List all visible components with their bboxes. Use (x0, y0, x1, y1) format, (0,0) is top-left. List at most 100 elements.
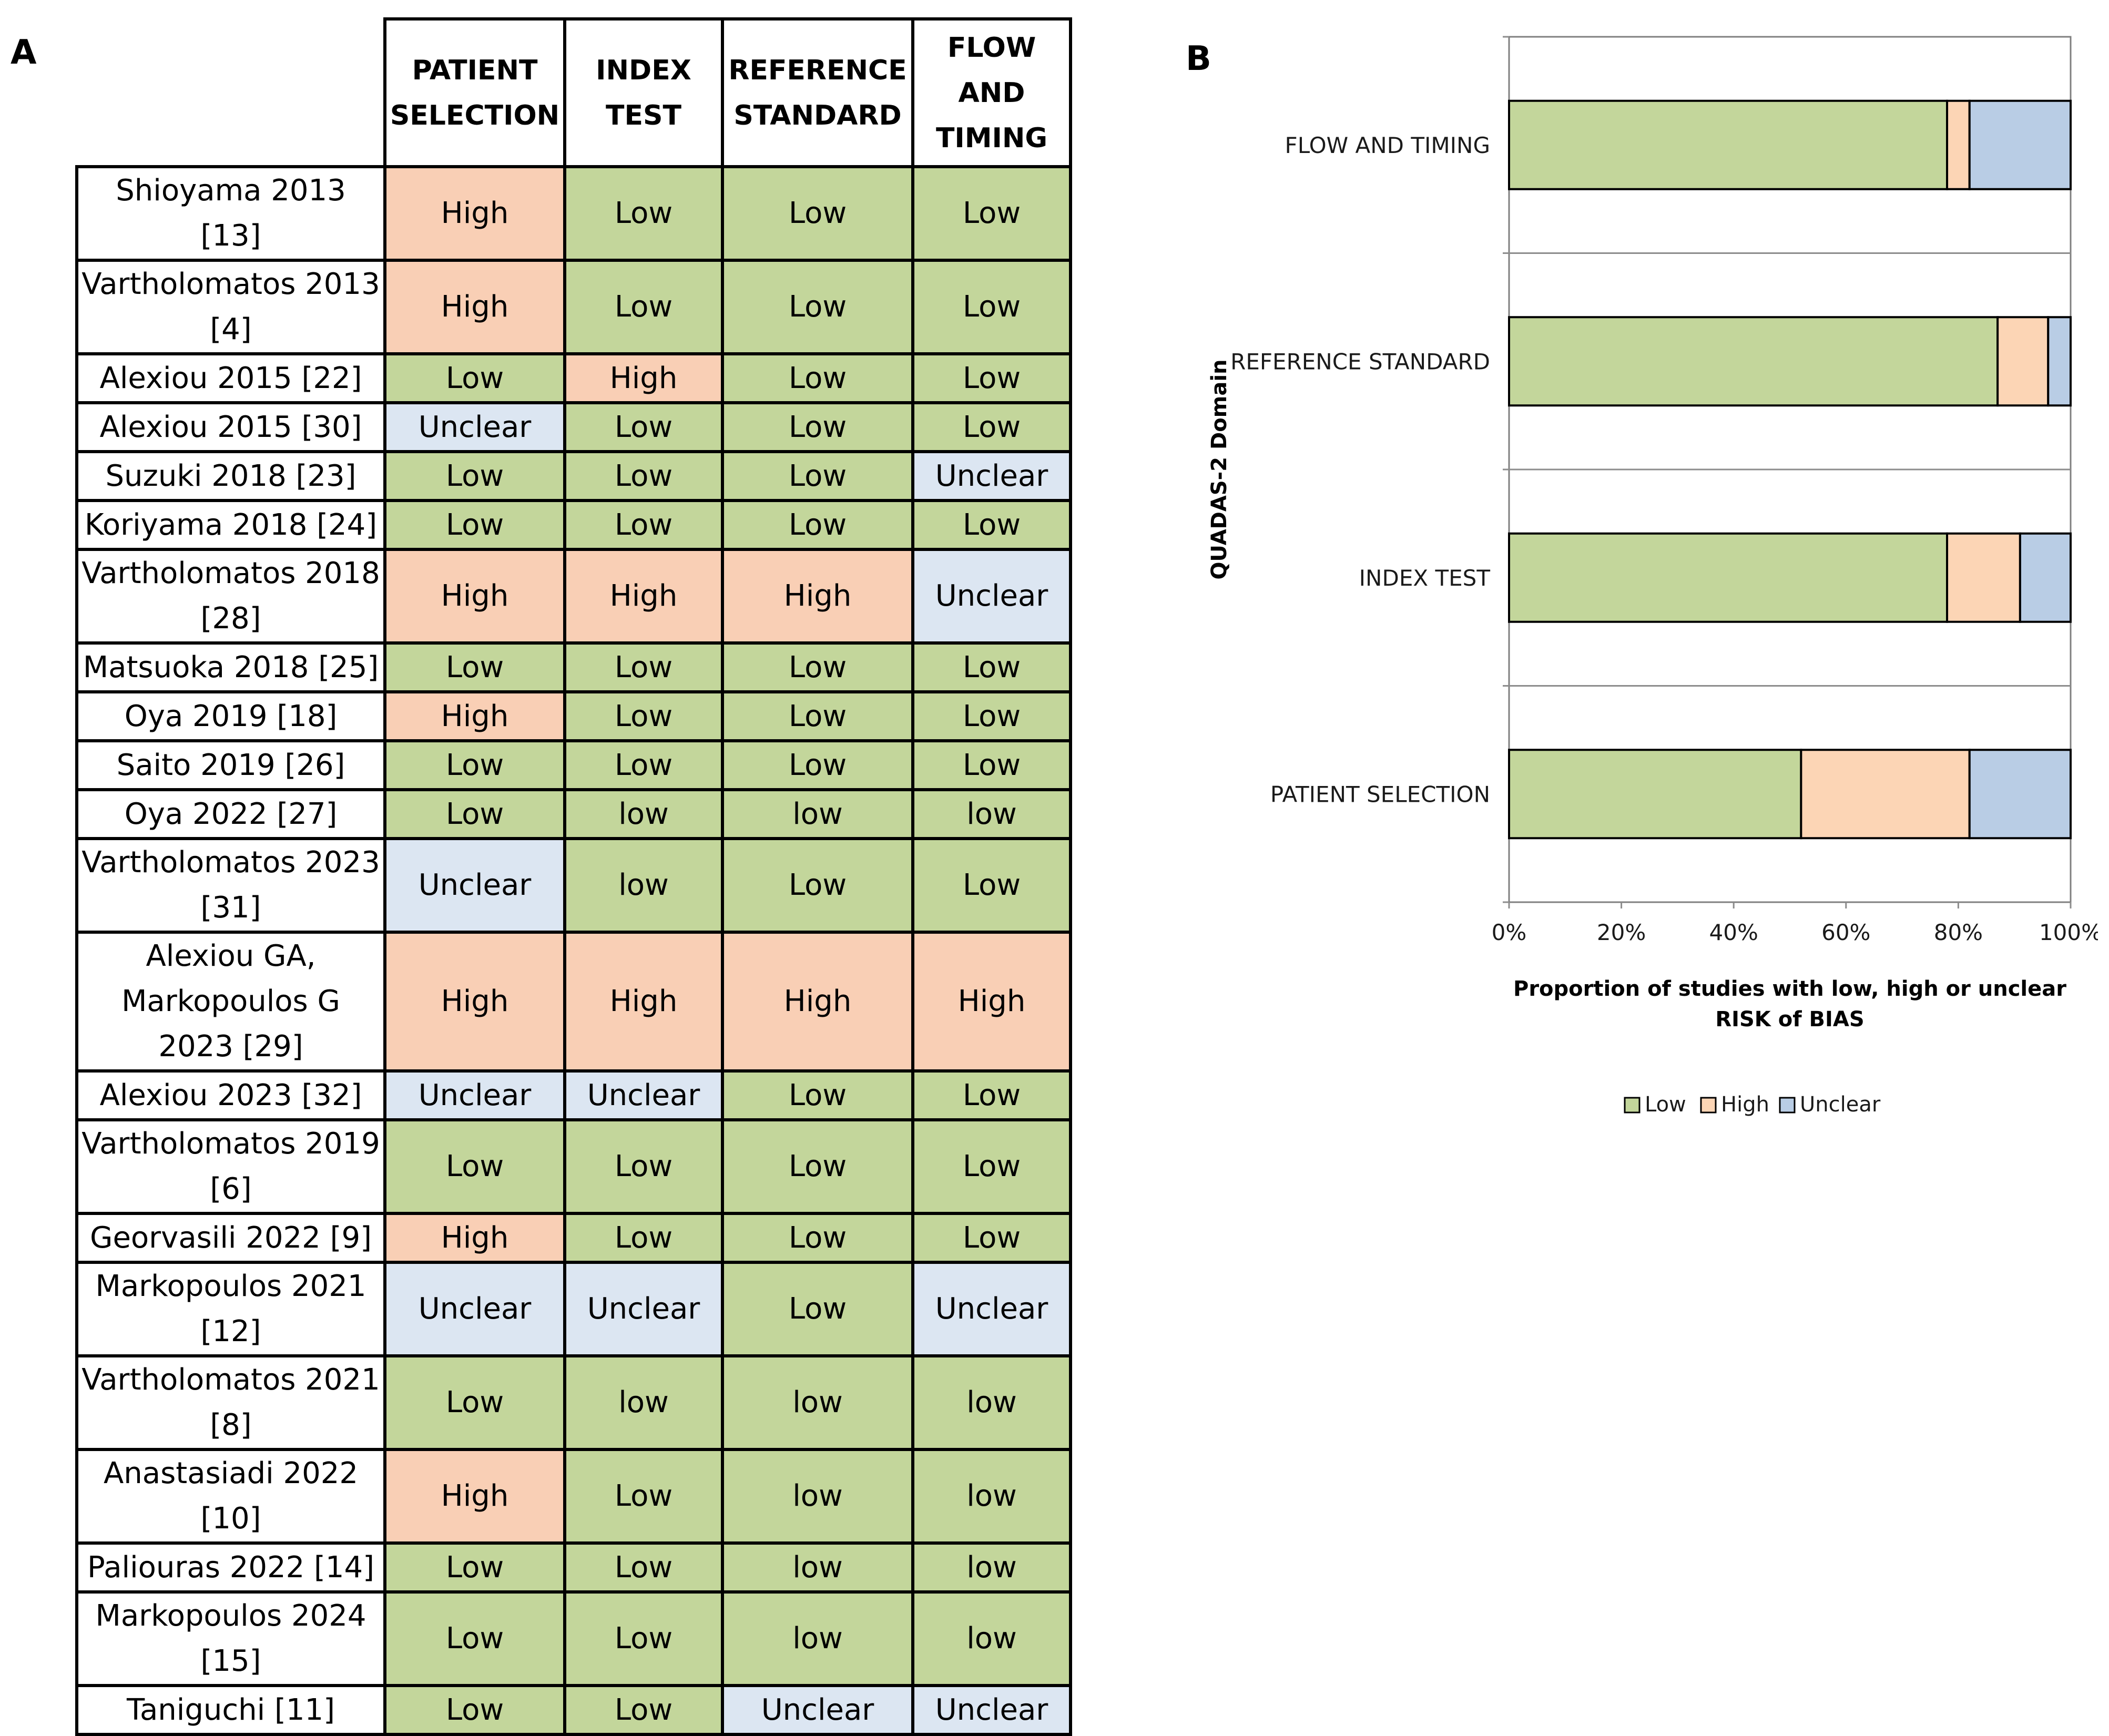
risk-cell-reference-standard: Low (721, 739, 914, 791)
study-name-text: Suzuki 2018 [23] (105, 458, 356, 493)
risk-cell-flow-and-timing: Low (911, 352, 1072, 404)
legend-label-unclear: Unclear (1800, 1092, 1881, 1117)
y-axis-title: QUADAS-2 Domain (1207, 359, 1231, 579)
risk-cell-index-test: High (563, 931, 724, 1073)
column-header-text: INDEX (596, 54, 691, 86)
legend-swatch-unclear (1779, 1097, 1796, 1114)
column-header-patient-selection: PATIENT SELECTION (383, 17, 566, 168)
risk-cell-reference-standard: Low (721, 690, 914, 742)
table-row: Paliouras 2022 [14] Low Low low low (75, 1541, 1072, 1594)
study-name-cell: Alexiou 2015 [30] (75, 401, 386, 453)
category-label: REFERENCE STANDARD (1230, 349, 1490, 374)
risk-cell-flow-and-timing: Low (911, 259, 1072, 355)
risk-cell-reference-standard: Low (721, 401, 914, 453)
study-name-cell: Vartholomatos 2013 [4] (75, 259, 386, 355)
risk-cell-reference-standard: low (721, 788, 914, 840)
column-header-reference-standard: REFERENCE STANDARD (721, 17, 914, 168)
risk-cell-reference-standard: Low (721, 499, 914, 551)
risk-cell-flow-and-timing: Low (911, 1118, 1072, 1215)
risk-cell-flow-and-timing: low (911, 1590, 1072, 1687)
risk-cell-flow-and-timing: low (911, 1541, 1072, 1594)
study-name-text: Vartholomatos 2018 (81, 556, 380, 590)
study-name-text: Vartholomatos 2021 (81, 1363, 380, 1397)
study-name-text: Shioyama 2013 [13] (116, 173, 346, 253)
column-header-text: REFERENCE (728, 54, 907, 86)
study-name-cell: Oya 2019 [18] (75, 690, 386, 742)
study-name-cell: Suzuki 2018 [23] (75, 450, 386, 502)
risk-cell-flow-and-timing: Low (911, 739, 1072, 791)
risk-cell-index-test: High (563, 548, 724, 645)
legend-label-low: Low (1645, 1092, 1686, 1117)
table-row: Vartholomatos 2018 [28] High High High Unclea… (75, 548, 1072, 645)
risk-cell-reference-standard: Unclear (721, 1684, 914, 1736)
study-name-text: [12] (200, 1314, 261, 1349)
column-header-text: STANDARD (733, 99, 902, 131)
table-row: Anastasiadi 2022 [10] High Low low low (75, 1448, 1072, 1545)
risk-cell-flow-and-timing: Unclear (911, 548, 1072, 645)
risk-cell-index-test: Low (563, 1590, 724, 1687)
study-name-text: Vartholomatos 2023 (81, 845, 380, 880)
risk-cell-flow-and-timing: Low (911, 499, 1072, 551)
study-name-cell: Matsuoka 2018 [25] (75, 641, 386, 693)
risk-cell-flow-and-timing: Unclear (911, 1261, 1072, 1357)
bar-unclear (1968, 99, 2072, 190)
risk-cell-index-test: Low (563, 1448, 724, 1545)
risk-cell-reference-standard: low (721, 1590, 914, 1687)
table-row: Markopoulos 2024 [15] Low Low low low (75, 1590, 1072, 1687)
risk-cell-patient-selection: High (383, 1212, 566, 1264)
study-name-text: Alexiou 2015 [22] (99, 361, 362, 395)
category-label: PATIENT SELECTION (1270, 781, 1490, 807)
bar-high (1946, 99, 1971, 190)
risk-cell-reference-standard: low (721, 1541, 914, 1594)
bar-unclear (2019, 532, 2072, 623)
study-name-text: Markopoulos 2021 (95, 1269, 366, 1303)
risk-cell-index-test: Low (563, 1541, 724, 1594)
risk-cell-flow-and-timing: Low (911, 165, 1072, 262)
study-name-text: Matsuoka 2018 [25] (83, 650, 379, 685)
risk-cell-flow-and-timing: Unclear (911, 450, 1072, 502)
risk-cell-patient-selection: High (383, 165, 566, 262)
study-name-cell: Vartholomatos 2021 [8] (75, 1354, 386, 1451)
study-name-cell: Vartholomatos 2019 [6] (75, 1118, 386, 1215)
study-name-text: Taniguchi [11] (127, 1692, 335, 1727)
study-name-text: Vartholomatos 2013 (81, 267, 380, 301)
risk-cell-index-test: Low (563, 1212, 724, 1264)
study-name-cell: Oya 2022 [27] (75, 788, 386, 840)
bar-low (1508, 99, 1949, 190)
risk-cell-flow-and-timing: Unclear (911, 1684, 1072, 1736)
risk-cell-index-test: Unclear (563, 1069, 724, 1121)
study-name-text: [28] (200, 601, 261, 636)
panel-a-label: A (11, 33, 37, 72)
column-header-text: AND (958, 77, 1025, 109)
risk-cell-patient-selection: Low (383, 641, 566, 693)
study-name-text: Oya 2019 [18] (124, 699, 338, 733)
column-header-index-test: INDEX TEST (563, 17, 724, 168)
table-header-row: PATIENT SELECTION INDEX TEST REFERENCE STANDA… (77, 17, 1072, 168)
risk-cell-patient-selection: Low (383, 1590, 566, 1687)
study-name-text: [10] (200, 1502, 261, 1536)
table-row: Oya 2019 [18] High Low Low Low (75, 690, 1072, 742)
legend-label-high: High (1721, 1092, 1769, 1117)
study-name-cell: Anastasiadi 2022 [10] (75, 1448, 386, 1545)
risk-cell-patient-selection: Low (383, 1541, 566, 1594)
study-name-text: [31] (200, 891, 261, 925)
study-name-cell: Alexiou 2015 [22] (75, 352, 386, 404)
study-name-text: [8] (210, 1408, 252, 1442)
risk-cell-flow-and-timing: Low (911, 1212, 1072, 1264)
study-name-cell: Markopoulos 2021 [12] (75, 1261, 386, 1357)
risk-cell-patient-selection: High (383, 690, 566, 742)
x-tick-label: 40% (1709, 920, 1758, 945)
study-name-cell: Alexiou GA, Markopoulos G 2023 [29] (75, 931, 386, 1073)
study-name-text: [15] (200, 1644, 261, 1678)
column-header-text: TIMING (935, 122, 1048, 154)
study-name-cell: Georvasili 2022 [9] (75, 1212, 386, 1264)
category-label: INDEX TEST (1359, 565, 1491, 591)
study-name-text: [4] (210, 312, 252, 346)
bar-high (1946, 532, 2021, 623)
table-row: Alexiou 2015 [30] Unclear Low Low Low (75, 401, 1072, 453)
study-name-cell: Vartholomatos 2018 [28] (75, 548, 386, 645)
risk-cell-patient-selection: Low (383, 352, 566, 404)
table-row: Vartholomatos 2019 [6] Low Low Low Low (75, 1118, 1072, 1215)
column-header-text: PATIENT (412, 54, 538, 86)
study-name-cell: Koriyama 2018 [24] (75, 499, 386, 551)
